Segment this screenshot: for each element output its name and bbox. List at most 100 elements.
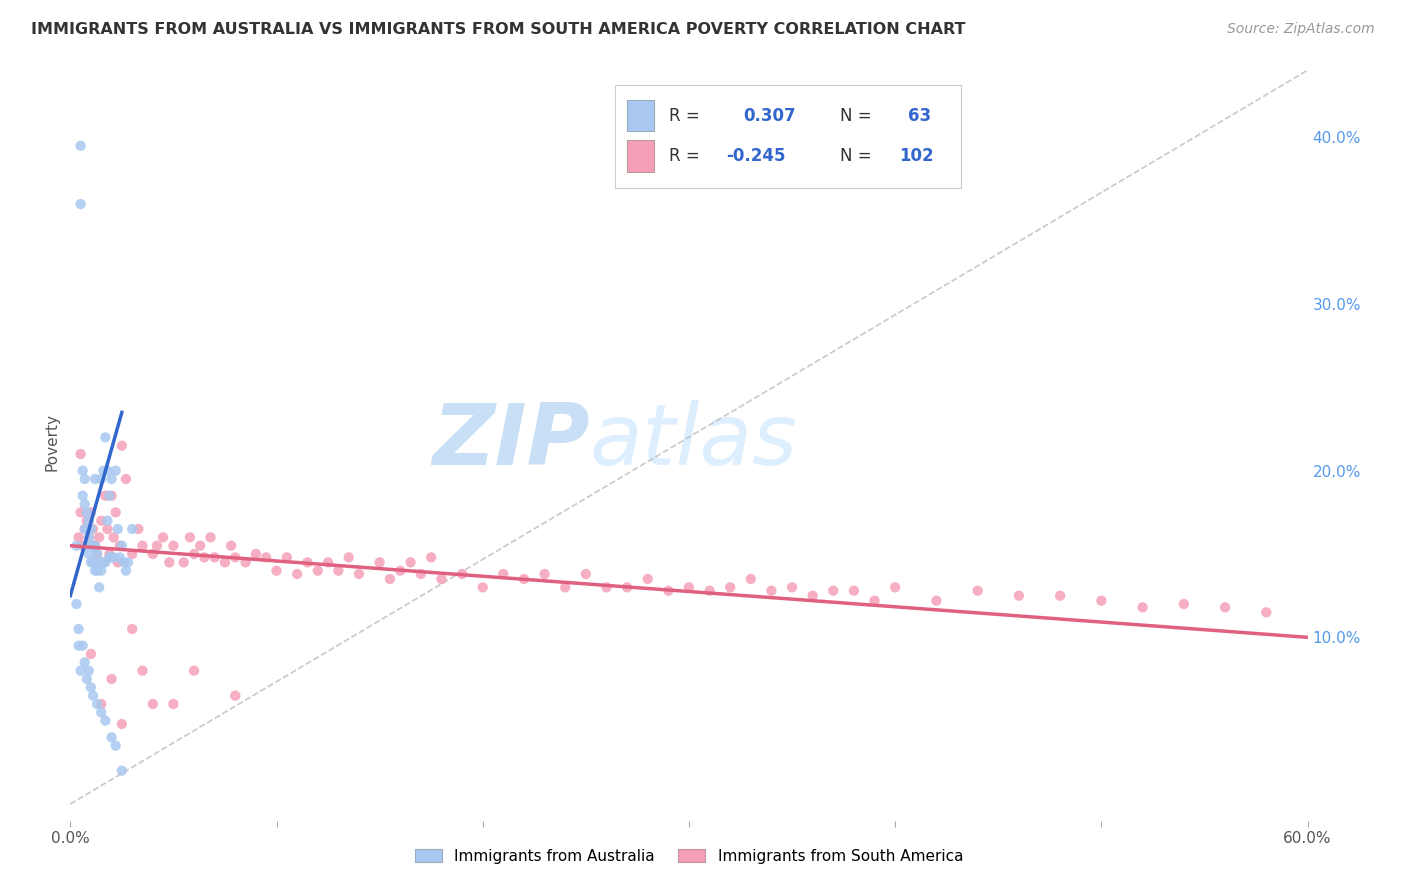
Point bbox=[575, 567, 598, 582]
Y-axis label: Poverty: Poverty bbox=[44, 412, 59, 471]
Point bbox=[73, 522, 96, 536]
Text: 102: 102 bbox=[900, 146, 934, 165]
Point bbox=[65, 539, 87, 553]
Point bbox=[100, 731, 122, 745]
Point bbox=[235, 555, 257, 569]
Point bbox=[107, 555, 129, 569]
Point bbox=[103, 530, 125, 544]
Point bbox=[111, 539, 134, 553]
Point bbox=[77, 547, 100, 561]
Point bbox=[368, 555, 391, 569]
Point bbox=[84, 564, 107, 578]
Point bbox=[389, 564, 412, 578]
Point bbox=[492, 567, 515, 582]
Point bbox=[1090, 593, 1112, 607]
Point bbox=[90, 472, 112, 486]
Point bbox=[254, 550, 277, 565]
Point bbox=[157, 555, 180, 569]
Point bbox=[96, 514, 118, 528]
Point bbox=[91, 464, 114, 478]
Point bbox=[84, 472, 107, 486]
Point bbox=[73, 472, 96, 486]
Point bbox=[1173, 597, 1195, 611]
Point bbox=[96, 522, 118, 536]
Point bbox=[108, 539, 131, 553]
Point bbox=[86, 697, 108, 711]
Point bbox=[245, 547, 267, 561]
Point bbox=[86, 547, 108, 561]
Point bbox=[121, 522, 143, 536]
Point bbox=[80, 539, 103, 553]
Text: ZIP: ZIP bbox=[432, 400, 591, 483]
Point bbox=[224, 550, 246, 565]
Point bbox=[430, 572, 453, 586]
Point bbox=[219, 539, 242, 553]
FancyBboxPatch shape bbox=[614, 85, 962, 187]
Point bbox=[94, 489, 117, 503]
Point bbox=[82, 539, 104, 553]
Point bbox=[111, 439, 134, 453]
Point bbox=[884, 580, 907, 594]
Point bbox=[80, 647, 103, 661]
Point bbox=[108, 550, 131, 565]
Text: 0.307: 0.307 bbox=[744, 106, 796, 125]
Point bbox=[84, 539, 107, 553]
Point bbox=[117, 555, 139, 569]
Point bbox=[80, 555, 103, 569]
Point bbox=[82, 522, 104, 536]
Point bbox=[112, 555, 135, 569]
Point bbox=[378, 572, 401, 586]
Point bbox=[90, 514, 112, 528]
Point bbox=[73, 522, 96, 536]
Point bbox=[420, 550, 443, 565]
Point bbox=[121, 547, 143, 561]
Point bbox=[84, 539, 107, 553]
Point bbox=[103, 550, 125, 565]
Point bbox=[104, 739, 127, 753]
Point bbox=[69, 664, 91, 678]
Point bbox=[863, 593, 886, 607]
Point bbox=[554, 580, 576, 594]
Point bbox=[69, 505, 91, 519]
Point bbox=[73, 497, 96, 511]
Point bbox=[72, 489, 94, 503]
Text: R =: R = bbox=[669, 146, 700, 165]
Point bbox=[513, 572, 536, 586]
Point bbox=[80, 505, 103, 519]
Point bbox=[86, 547, 108, 561]
Point bbox=[307, 564, 329, 578]
Point bbox=[94, 714, 117, 728]
Point bbox=[328, 564, 350, 578]
Text: atlas: atlas bbox=[591, 400, 799, 483]
Point bbox=[67, 530, 90, 544]
Point bbox=[780, 580, 803, 594]
Point bbox=[761, 583, 783, 598]
Point bbox=[842, 583, 865, 598]
Point bbox=[65, 597, 87, 611]
Point bbox=[76, 539, 98, 553]
Point bbox=[162, 697, 184, 711]
Legend: Immigrants from Australia, Immigrants from South America: Immigrants from Australia, Immigrants fr… bbox=[409, 843, 969, 870]
Point bbox=[72, 639, 94, 653]
Point bbox=[823, 583, 845, 598]
Point bbox=[111, 717, 134, 731]
Point bbox=[100, 672, 122, 686]
Text: 63: 63 bbox=[908, 106, 931, 125]
Point bbox=[595, 580, 617, 594]
Point bbox=[76, 522, 98, 536]
Point bbox=[1049, 589, 1071, 603]
Point bbox=[94, 555, 117, 569]
Point bbox=[409, 567, 432, 582]
Point bbox=[718, 580, 741, 594]
Point bbox=[91, 555, 114, 569]
Point bbox=[72, 464, 94, 478]
Point bbox=[100, 489, 122, 503]
Point bbox=[76, 505, 98, 519]
Point bbox=[98, 550, 121, 565]
Point bbox=[73, 656, 96, 670]
Point bbox=[115, 564, 138, 578]
Point bbox=[616, 580, 638, 594]
Point bbox=[69, 197, 91, 211]
Point bbox=[188, 539, 211, 553]
Point bbox=[1132, 600, 1154, 615]
